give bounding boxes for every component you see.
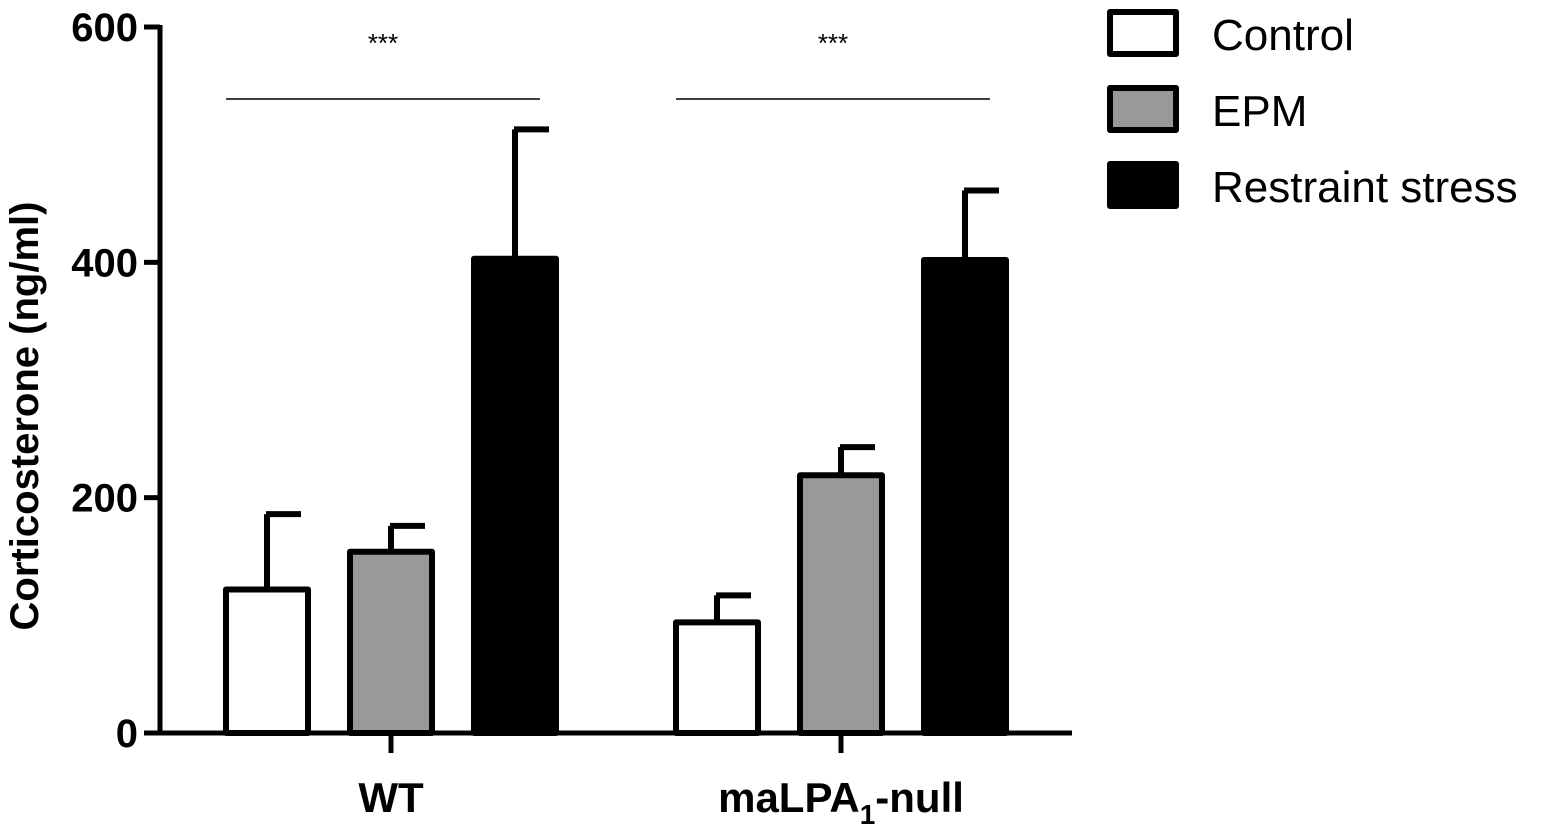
legend: Control EPM Restraint stress xyxy=(1107,9,1518,212)
y-tick-label: 0 xyxy=(116,712,138,756)
axes: 0 200 400 600 Corticosterone (ng/ml) WT maLPA1… xyxy=(3,6,1072,828)
legend-label: Control xyxy=(1212,11,1354,60)
bar xyxy=(223,586,311,736)
legend-swatch xyxy=(1107,85,1179,133)
bar xyxy=(673,619,761,736)
legend-swatch xyxy=(1107,9,1179,57)
bar xyxy=(347,548,435,736)
legend-label: EPM xyxy=(1212,87,1307,136)
x-tick-label-suffix: -null xyxy=(875,774,964,821)
significance-label: *** xyxy=(368,28,398,58)
bar xyxy=(471,255,559,736)
y-axis-label: Corticosterone (ng/ml) xyxy=(3,202,47,631)
legend-swatch xyxy=(1107,161,1179,209)
legend-label: Restraint stress xyxy=(1212,163,1518,212)
bar xyxy=(797,472,885,736)
y-tick-label: 600 xyxy=(71,6,138,50)
bar xyxy=(921,256,1009,736)
x-tick-label-subscript: 1 xyxy=(860,799,876,828)
x-tick-label-main: WT xyxy=(358,774,424,821)
bars xyxy=(223,126,1009,736)
significance-annotations: *** *** xyxy=(226,28,990,100)
y-tick-label: 400 xyxy=(71,241,138,285)
x-tick-label-main: maLPA xyxy=(718,774,860,821)
x-tick-label: maLPA1-null xyxy=(718,774,964,828)
x-tick-label: WT xyxy=(358,774,424,821)
significance-label: *** xyxy=(818,28,848,58)
y-tick-label: 200 xyxy=(71,477,138,521)
